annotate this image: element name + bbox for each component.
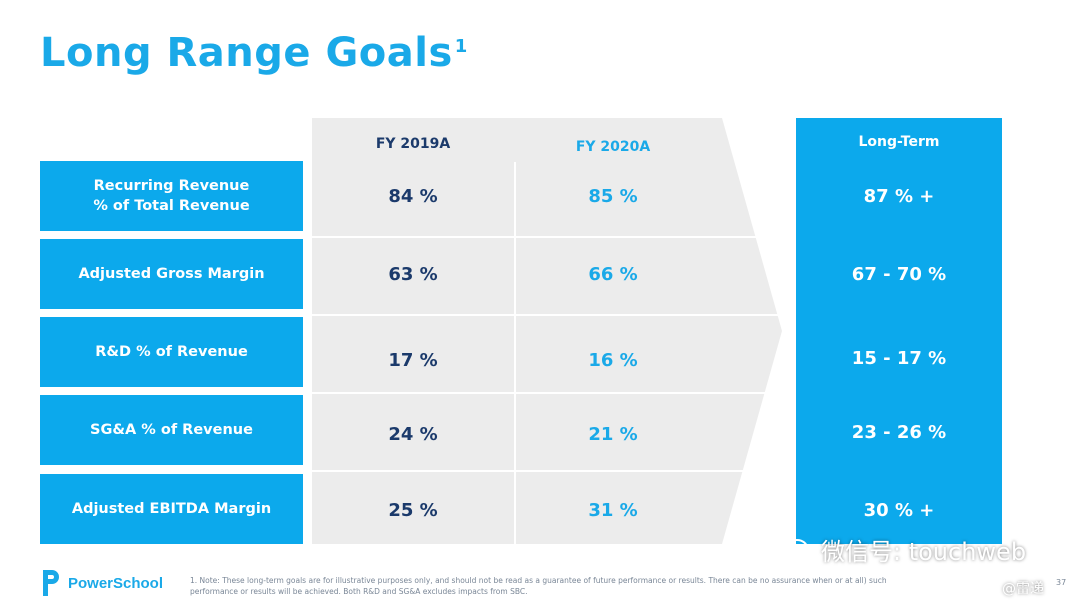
- row-label-adjusted-gross-margin: Adjusted Gross Margin: [40, 239, 303, 309]
- cell-fy2019-rd-revenue: 17 %: [388, 350, 438, 371]
- cell-fy2020-recurring-revenue: 85 %: [588, 186, 638, 207]
- cell-long-term-recurring-revenue: 87 % +: [863, 186, 935, 207]
- cell-fy2020-adjusted-gross-margin: 66 %: [588, 264, 638, 285]
- cell-fy2020-rd-revenue: 16 %: [588, 350, 638, 371]
- row-divider: [312, 314, 1002, 316]
- cell-fy2019-recurring-revenue: 84 %: [388, 186, 438, 207]
- page-number: 37: [1056, 578, 1067, 587]
- page-title: Long Range Goals 1: [40, 30, 468, 76]
- cell-fy2020-sga-revenue: 21 %: [588, 424, 638, 445]
- watermark-sub-text: @雷递: [1002, 581, 1044, 597]
- cell-long-term-sga-revenue: 23 - 26 %: [851, 422, 947, 443]
- cell-long-term-adjusted-gross-margin: 67 - 70 %: [851, 264, 947, 285]
- cell-fy2019-adjusted-gross-margin: 63 %: [388, 264, 438, 285]
- cell-long-term-rd-revenue: 15 - 17 %: [851, 348, 947, 369]
- row-label-rd-revenue: R&D % of Revenue: [40, 317, 303, 387]
- row-label-sga-revenue: SG&A % of Revenue: [40, 395, 303, 465]
- row-label-adjusted-ebitda-margin: Adjusted EBITDA Margin: [40, 474, 303, 544]
- column-header-long-term: Long-Term: [858, 134, 940, 150]
- cell-long-term-adjusted-ebitda-margin: 30 % +: [863, 500, 935, 521]
- powerschool-logo: PowerSchool: [40, 568, 163, 598]
- wechat-watermark: 微信号: touchweb: [785, 532, 1026, 567]
- row-divider: [312, 236, 1002, 238]
- cell-fy2019-sga-revenue: 24 %: [388, 424, 438, 445]
- cell-fy2019-adjusted-ebitda-margin: 25 %: [388, 500, 438, 521]
- row-divider: [312, 392, 1002, 394]
- title-footnote-marker: 1: [454, 36, 468, 57]
- footnote: 1. Note: These long-term goals are for i…: [190, 576, 887, 596]
- column-divider: [514, 162, 516, 544]
- powerschool-logo-icon: [43, 570, 59, 596]
- background-arrow: [312, 118, 782, 544]
- logo-text: PowerSchool: [68, 574, 164, 592]
- row-divider: [312, 470, 1002, 472]
- column-header-fy2020: FY 2020A: [575, 139, 651, 155]
- row-label-recurring-revenue: Recurring Revenue % of Total Revenue: [40, 161, 303, 231]
- cell-fy2020-adjusted-ebitda-margin: 31 %: [588, 500, 638, 521]
- column-header-fy2019: FY 2019A: [375, 136, 451, 152]
- long-term-column: [796, 118, 1002, 544]
- wechat-icon: [786, 538, 814, 560]
- wechat-id-text: 微信号: touchweb: [821, 538, 1027, 566]
